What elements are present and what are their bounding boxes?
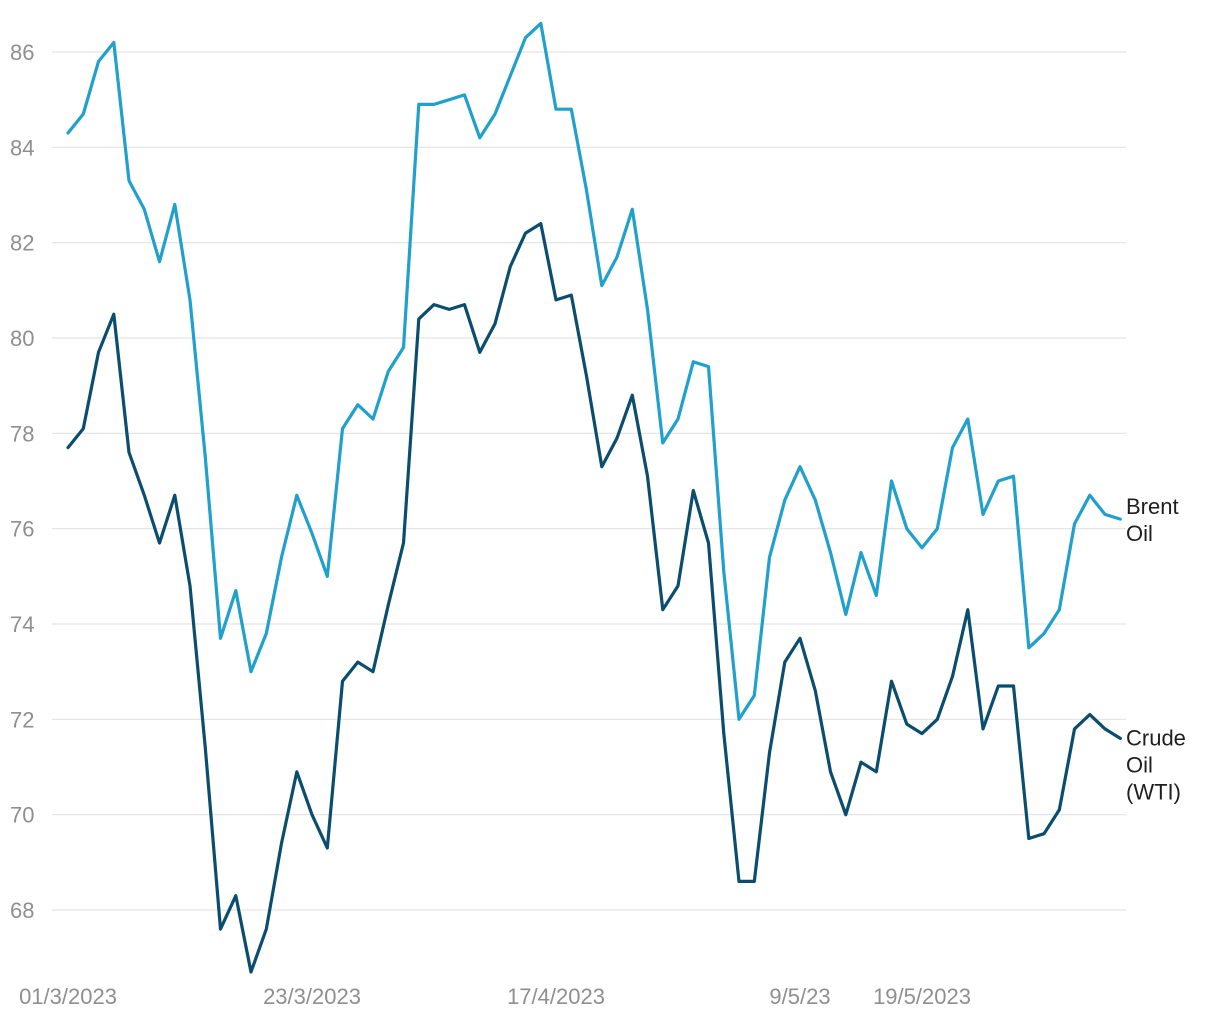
series-line-crude-oil-wti [66, 222, 1122, 974]
y-tick-label: 76 [10, 517, 34, 542]
x-tick-label: 01/3/2023 [19, 984, 117, 1009]
y-tick-label: 70 [10, 803, 34, 828]
y-axis-tick-labels: 68 70 72 74 76 78 80 82 84 86 [10, 40, 34, 923]
grid-lines [52, 51, 1126, 911]
y-tick-label: 68 [10, 898, 34, 923]
x-tick-label: 19/5/2023 [873, 984, 971, 1009]
y-tick-label: 82 [10, 231, 34, 256]
series-line-brent-oil [66, 21, 1122, 721]
series-lines [66, 21, 1122, 974]
y-tick-label: 74 [10, 612, 34, 637]
y-tick-label: 80 [10, 326, 34, 351]
x-tick-label: 17/4/2023 [507, 984, 605, 1009]
y-tick-label: 72 [10, 707, 34, 732]
series-label-crude-oil-wti: Crude Oil (WTI) [1126, 725, 1186, 804]
y-tick-label: 84 [10, 135, 34, 160]
x-tick-label: 23/3/2023 [263, 984, 361, 1009]
x-axis-tick-labels: 01/3/2023 23/3/2023 17/4/2023 9/5/23 19/5/20… [19, 984, 971, 1009]
series-labels: Brent Oil Crude Oil (WTI) [1126, 494, 1186, 804]
y-tick-label: 86 [10, 40, 34, 65]
x-tick-label: 9/5/23 [769, 984, 830, 1009]
series-label-brent-oil: Brent Oil [1126, 494, 1179, 546]
y-tick-label: 78 [10, 421, 34, 446]
